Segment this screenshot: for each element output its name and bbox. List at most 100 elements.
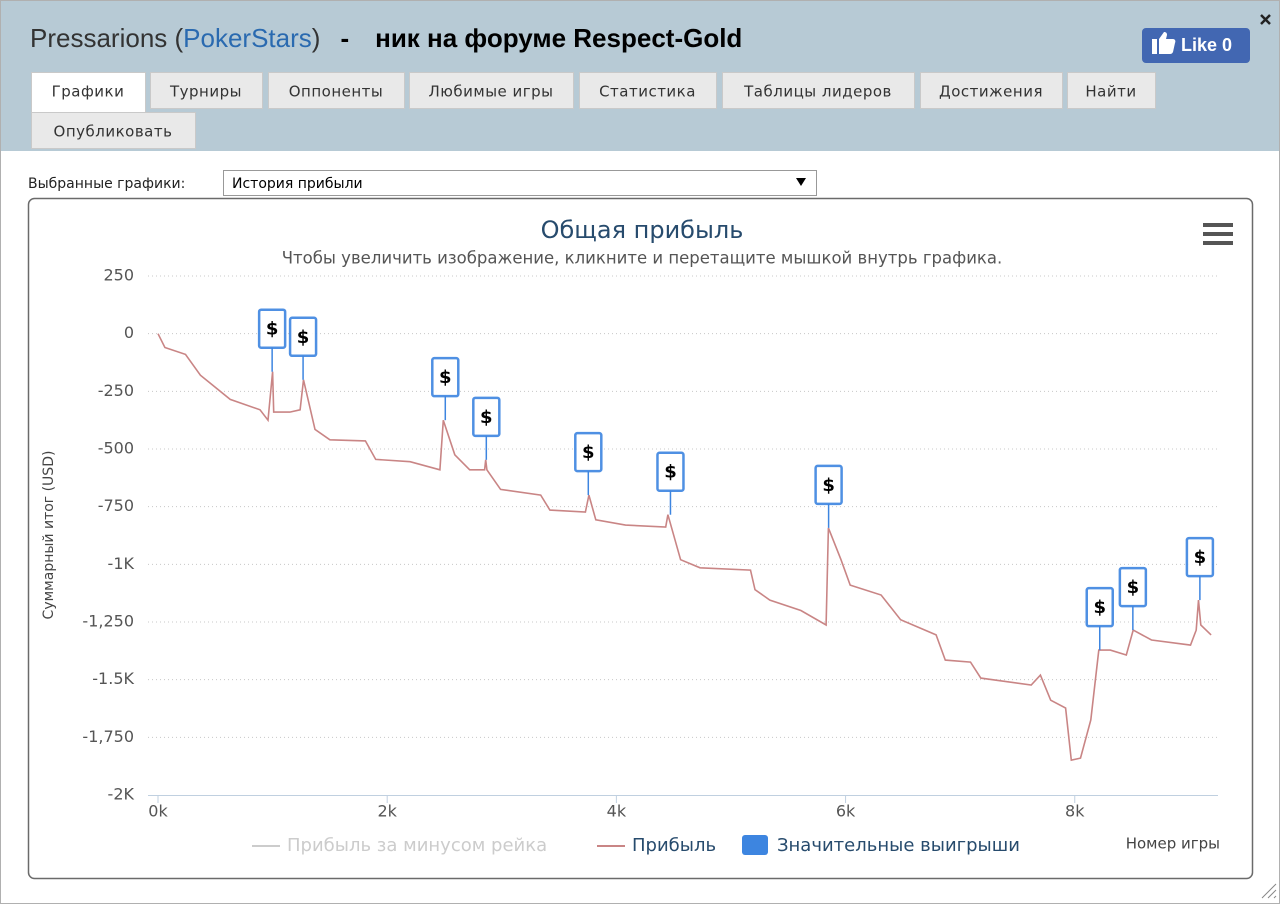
chart-title: Общая прибыль	[541, 216, 744, 244]
x-tick-label: 4k	[607, 802, 627, 821]
flag	[1185, 536, 1215, 578]
y-tick-label: 0	[124, 323, 134, 342]
y-tick-label: -500	[98, 439, 134, 458]
flag	[574, 431, 603, 473]
y-tick-label: 250	[103, 266, 134, 285]
like-count: 0	[1222, 35, 1232, 55]
chart-subtitle: Чтобы увеличить изображение, кликните и …	[282, 249, 1003, 268]
dash: -	[340, 23, 349, 53]
win-flag[interactable]: $	[431, 356, 460, 421]
win-flag[interactable]: $	[1085, 586, 1114, 651]
tab-bg	[722, 72, 915, 109]
tab-bg	[31, 112, 196, 149]
like-text: Like	[1181, 35, 1217, 55]
tab[interactable]: Графики	[31, 72, 146, 113]
flag-label: $	[480, 407, 493, 428]
chart-selector[interactable]: История прибыли	[223, 170, 817, 196]
y-tick-label: -1,750	[82, 727, 134, 746]
tab[interactable]: Найти	[1067, 72, 1156, 109]
flag	[656, 451, 685, 492]
like-button[interactable]: Like 0	[1142, 28, 1250, 63]
legend-label: Прибыль за минусом рейка	[287, 835, 547, 856]
legend-item[interactable]: Прибыль за минусом рейка	[252, 835, 547, 856]
win-flag[interactable]: $	[656, 451, 685, 515]
flag-label: $	[1093, 597, 1106, 618]
flag	[814, 464, 843, 506]
win-flag[interactable]: $	[257, 308, 287, 372]
tab-label: Турниры	[169, 83, 242, 101]
win-flag[interactable]: $	[288, 316, 318, 380]
tab-label: Достижения	[939, 83, 1043, 101]
flag-label: $	[297, 327, 310, 348]
chart-menu[interactable]	[1203, 223, 1233, 245]
tab-label: Статистика	[599, 83, 696, 101]
tab-label: Оппоненты	[289, 83, 384, 101]
tab[interactable]: Оппоненты	[268, 72, 405, 109]
win-flag[interactable]: $	[472, 396, 501, 460]
flag-label: $	[822, 475, 835, 496]
y-axis-title: Суммарный итог (USD)	[41, 451, 57, 620]
flag-label: $	[266, 319, 279, 340]
player-name: Pressarions (	[30, 23, 183, 53]
x-tick-label: 6k	[836, 802, 856, 821]
x-tick-label: 8k	[1065, 802, 1085, 821]
tab-label: Любимые игры	[428, 83, 553, 101]
y-tick-label: -250	[98, 381, 134, 400]
tab-bg	[268, 72, 405, 109]
chart-frame	[27, 197, 1254, 880]
selector-label: Выбранные графики:	[28, 176, 185, 192]
tab-bar: Графики Турниры Оппоненты Любимые игры Стати…	[31, 72, 1156, 149]
forum-nick: ник на форуме Respect-Gold	[375, 23, 742, 53]
tab[interactable]: Статистика	[579, 72, 717, 109]
tab-bg	[579, 72, 717, 109]
flag	[1085, 586, 1114, 628]
y-tick-label: -2K	[108, 785, 135, 804]
legend-label: Прибыль	[632, 835, 716, 856]
tab-bg	[1067, 72, 1156, 109]
tab-bg	[31, 72, 146, 113]
flag-label: $	[1127, 577, 1140, 598]
flag	[1118, 566, 1148, 608]
tab[interactable]: Любимые игры	[409, 72, 574, 109]
win-flag[interactable]: $	[574, 431, 603, 496]
y-tick-label: -1.5K	[92, 669, 134, 688]
tab[interactable]: Турниры	[150, 72, 263, 109]
y-tick-label: -1,250	[82, 612, 134, 631]
legend-item[interactable]: Прибыль	[597, 835, 716, 856]
select-box	[223, 170, 817, 196]
x-tick-label: 0k	[148, 802, 168, 821]
plot: -2K -1,750 -1.5K -1,250 -1K -750 -500 -250 0 250 0…	[82, 266, 1218, 856]
site-link[interactable]: PokerStars	[183, 23, 312, 53]
legend-item[interactable]: Значительные выигрыши	[742, 835, 1020, 856]
paren: )	[312, 23, 321, 53]
close-button[interactable]	[1260, 14, 1271, 25]
tab-label: Графики	[52, 83, 125, 101]
win-flag[interactable]: $	[814, 464, 843, 528]
flag	[431, 356, 460, 398]
select-arrow	[796, 178, 806, 186]
tab-label: Таблицы лидеров	[743, 83, 892, 101]
flag-label: $	[664, 462, 677, 483]
header-title: Pressarions (PokerStars) - ник на форуме R…	[30, 23, 742, 53]
y-tick-label: -1K	[108, 554, 135, 573]
tab[interactable]: Опубликовать	[31, 112, 196, 149]
win-flag[interactable]: $	[1185, 536, 1215, 601]
resize-grip	[1261, 883, 1277, 899]
tab-bg	[920, 72, 1063, 109]
tab[interactable]: Достижения	[920, 72, 1063, 109]
win-flag[interactable]: $	[1118, 566, 1148, 631]
select-value: История прибыли	[232, 176, 363, 192]
tab-label: Найти	[1085, 83, 1136, 101]
y-tick-label: -750	[98, 496, 134, 515]
tab[interactable]: Таблицы лидеров	[722, 72, 915, 109]
flag	[288, 316, 318, 358]
flag-label: $	[582, 442, 595, 463]
tab-label: Опубликовать	[54, 123, 173, 141]
tab-bg	[150, 72, 263, 109]
flag-label: $	[1194, 547, 1207, 568]
flag	[257, 308, 287, 349]
profit-line	[157, 333, 1212, 762]
like-bg	[1142, 28, 1250, 63]
